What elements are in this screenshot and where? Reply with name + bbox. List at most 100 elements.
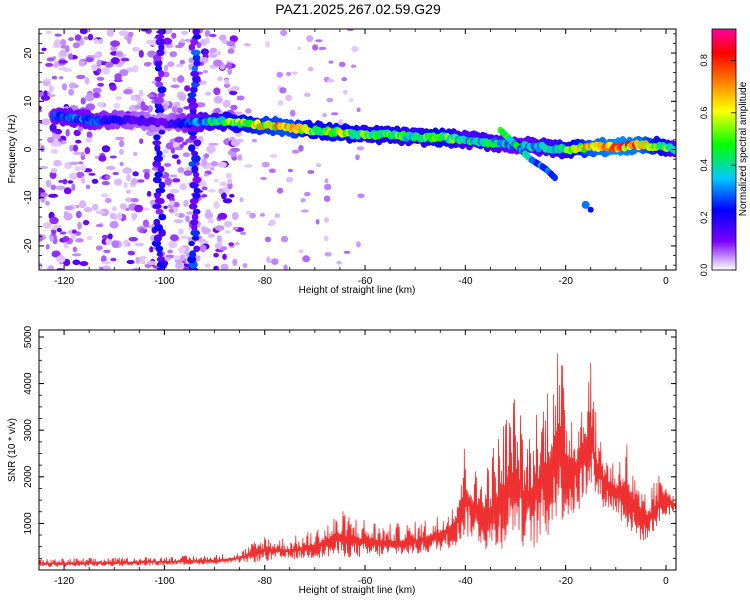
spectrogram-y-label: Frequency (Hz): [7, 115, 18, 184]
heatmap-cell: [207, 233, 215, 238]
heatmap-cell: [194, 161, 200, 166]
heatmap-cell: [207, 188, 216, 193]
heatmap-cell: [277, 100, 284, 106]
heatmap-cell: [301, 209, 309, 213]
heatmap-cell: [71, 183, 76, 191]
y-tick-label: 2000: [23, 465, 34, 488]
heatmap-cell: [51, 133, 61, 140]
heatmap-cell: [214, 178, 219, 183]
heatmap-cell: [190, 219, 199, 226]
heatmap-cell: [143, 62, 151, 67]
heatmap-cell: [228, 242, 234, 247]
heatmap-cell: [95, 210, 106, 214]
heatmap-cell: [40, 192, 48, 198]
heatmap-cell: [201, 158, 207, 167]
heatmap-cell: [199, 244, 207, 253]
heatmap-cell: [157, 86, 167, 94]
heatmap-cell: [323, 235, 329, 242]
heatmap-cell: [132, 171, 139, 177]
y-tick-label: 3000: [23, 419, 34, 442]
y-tick-label: 10: [23, 95, 34, 107]
heatmap-cell: [59, 76, 64, 80]
heatmap-cell: [213, 107, 221, 114]
heatmap-cell: [244, 164, 253, 168]
heatmap-cell: [213, 87, 221, 96]
heatmap-cell: [67, 180, 74, 184]
heatmap-cell: [192, 29, 200, 36]
heatmap-cell: [219, 34, 227, 42]
heatmap-cell: [356, 241, 361, 248]
heatmap-cell: [188, 102, 199, 109]
heatmap-cell: [63, 212, 73, 221]
heatmap-cell: [60, 39, 67, 47]
heatmap-cell: [158, 181, 166, 189]
heatmap-cell: [237, 154, 243, 161]
heatmap-cell: [587, 206, 594, 213]
heatmap-cell: [73, 129, 81, 137]
heatmap-cell: [269, 168, 276, 173]
heatmap-cell: [128, 236, 138, 242]
heatmap-cell: [156, 49, 165, 57]
heatmap-cell: [173, 255, 181, 261]
heatmap-cell: [96, 101, 104, 107]
heatmap-cell: [261, 161, 270, 168]
heatmap-cell: [87, 33, 94, 41]
heatmap-cell: [172, 77, 177, 82]
heatmap-cell: [189, 107, 197, 115]
heatmap-cell: [98, 155, 107, 162]
heatmap-cell: [188, 240, 195, 247]
heatmap-cell: [146, 190, 152, 197]
heatmap-cell: [153, 218, 161, 226]
heatmap-cell: [39, 262, 43, 269]
heatmap-cell: [324, 183, 332, 191]
heatmap-cell: [209, 47, 217, 53]
heatmap-cell: [203, 153, 210, 159]
snr-y-axis: 1000 2000 3000 4000 5000: [23, 325, 676, 571]
heatmap-cell: [119, 162, 124, 166]
heatmap-cell: [85, 184, 91, 190]
heatmap-cell: [84, 76, 90, 85]
heatmap-cell: [86, 131, 93, 139]
heatmap-cell: [343, 250, 351, 254]
heatmap-cell: [95, 224, 104, 227]
heatmap-cell: [156, 256, 164, 263]
heatmap-cell: [117, 212, 123, 221]
heatmap-cell: [216, 235, 222, 242]
heatmap-cell: [92, 203, 99, 211]
colorbar-gradient: [712, 29, 736, 270]
x-tick-label: -60: [358, 276, 373, 287]
heatmap-cell: [152, 203, 162, 209]
heatmap-cell: [130, 94, 136, 101]
heatmap-cell: [214, 243, 223, 250]
heatmap-cell: [59, 231, 67, 235]
heatmap-cell: [79, 261, 89, 267]
heatmap-cell: [112, 206, 117, 212]
heatmap-cell: [214, 225, 225, 231]
heatmap-cell: [78, 60, 86, 67]
heatmap-cell: [155, 208, 164, 215]
heatmap-cell: [155, 65, 162, 72]
heatmap-cell: [180, 235, 190, 240]
heatmap-cell: [50, 142, 60, 147]
heatmap-cell: [191, 150, 199, 157]
heatmap-cell: [94, 52, 101, 59]
heatmap-cell: [171, 105, 178, 114]
heatmap-cell: [98, 38, 104, 45]
x-tick-label: -120: [54, 276, 74, 287]
heatmap-cell: [43, 78, 52, 82]
heatmap-cell: [76, 74, 86, 80]
heatmap-cell: [56, 227, 62, 233]
heatmap-cell: [203, 69, 208, 74]
heatmap-cell: [222, 253, 227, 260]
heatmap-cell: [251, 139, 258, 143]
heatmap-cell: [265, 40, 270, 48]
heatmap-cell: [152, 160, 162, 168]
heatmap-cell: [581, 200, 590, 209]
heatmap-cell: [58, 179, 64, 183]
heatmap-cell: [134, 105, 141, 109]
heatmap-cell: [51, 75, 58, 80]
heatmap-cell: [68, 88, 75, 96]
heatmap-cell: [106, 165, 116, 170]
heatmap-cell: [188, 203, 198, 210]
